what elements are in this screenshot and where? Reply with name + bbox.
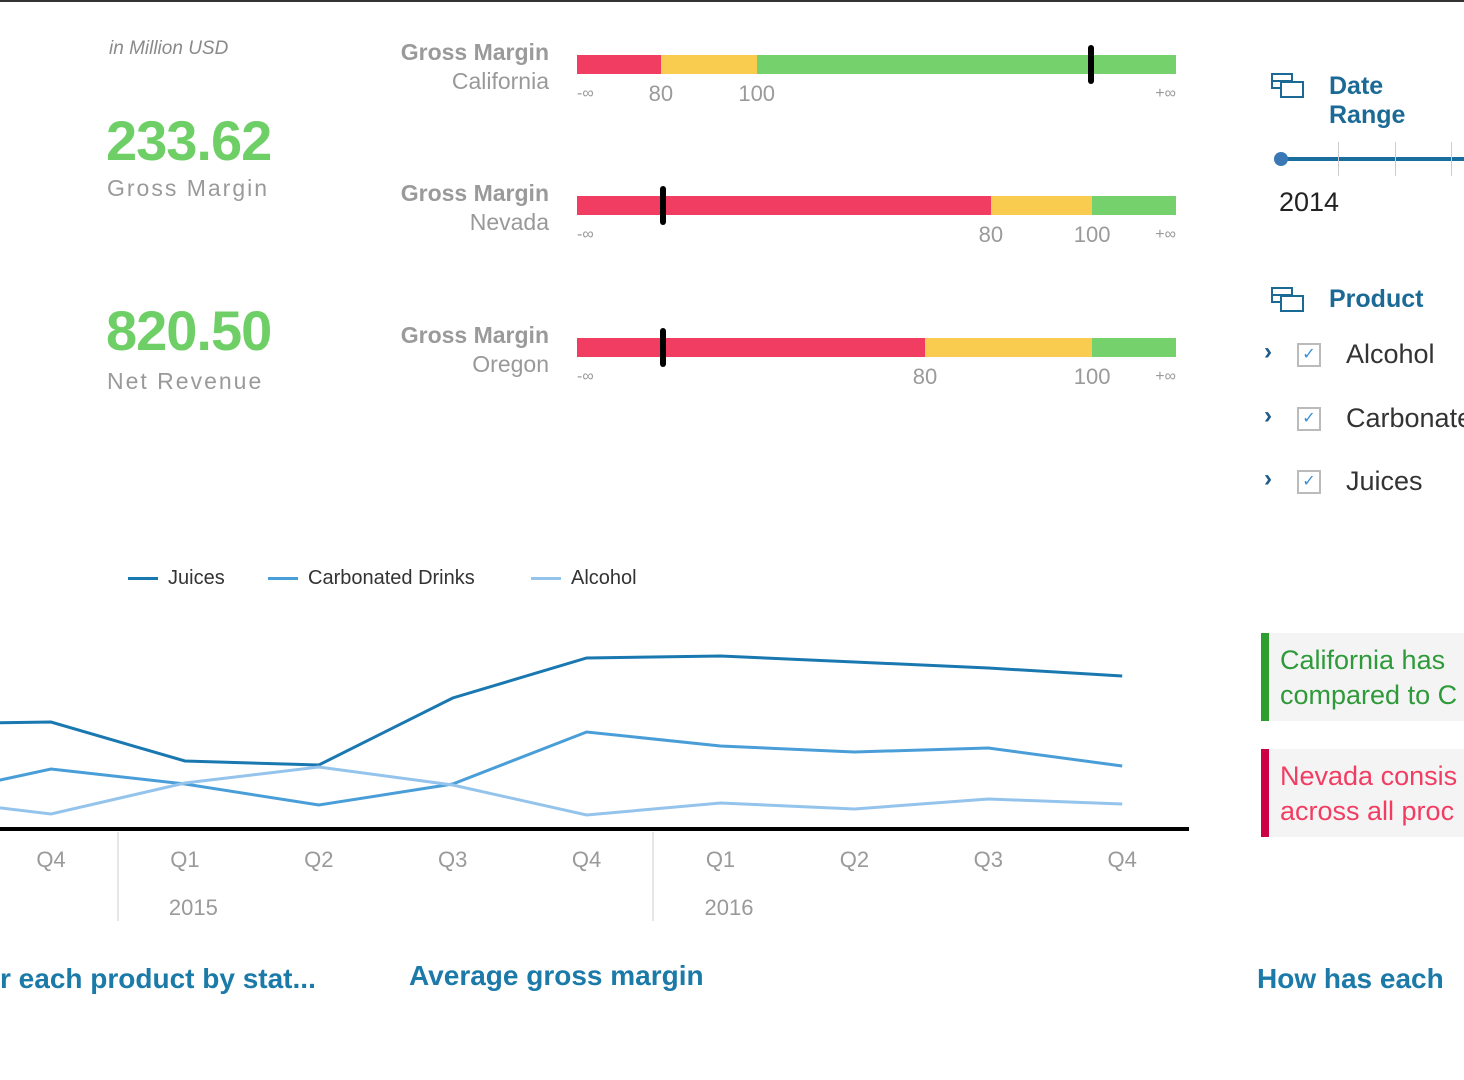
insight-california: California has compared to C: [1261, 633, 1464, 721]
bullet-chart[interactable]: -∞ 80 100 +∞: [577, 328, 1176, 389]
min-label: -∞: [577, 85, 594, 102]
legend-label: Juices: [168, 567, 225, 589]
max-label: +∞: [1155, 85, 1176, 102]
insight-text: Nevada consis: [1280, 761, 1458, 791]
product-filter-title: Product: [1329, 285, 1424, 313]
range-bad: [577, 55, 661, 74]
window-top-border: [0, 0, 1464, 2]
legend-swatch: [128, 577, 158, 581]
chevron-right-icon[interactable]: ›: [1264, 402, 1272, 429]
product-label: Carbonated Drinks: [1346, 403, 1464, 433]
x-tick-label: Q2: [304, 847, 334, 872]
range-bad: [577, 338, 926, 357]
threshold-label: 100: [738, 81, 776, 106]
widget-title[interactable]: How has each: [1257, 963, 1444, 994]
chevron-right-icon[interactable]: ›: [1264, 338, 1272, 365]
legend-item-juices[interactable]: Juices: [128, 567, 225, 590]
max-label: +∞: [1155, 368, 1176, 385]
legend-swatch: [268, 577, 298, 581]
threshold-label: 80: [648, 81, 674, 106]
insight-text: compared to C: [1280, 680, 1458, 710]
bullet-title: Gross Margin California: [0, 38, 549, 96]
line-chart: [0, 654, 1189, 921]
widget-title[interactable]: Average gross margin: [409, 960, 704, 991]
product-item-carbonated-drinks[interactable]: › ✓ Carbonated Drinks: [1264, 402, 1464, 436]
max-label: +∞: [1155, 226, 1176, 243]
legend-swatch: [531, 577, 561, 581]
value-marker: [1087, 45, 1094, 84]
legend-label: Carbonated Drinks: [308, 567, 475, 589]
bullet-measure: Gross Margin: [400, 180, 549, 206]
threshold-label: 100: [1073, 222, 1111, 247]
legend-item-carbonated[interactable]: Carbonated Drinks: [268, 567, 475, 590]
x-tick-label: Q4: [1107, 847, 1137, 872]
value-marker: [660, 328, 667, 367]
bullet-chart[interactable]: -∞ 80 100 +∞: [577, 45, 1176, 106]
slider-handle[interactable]: [1274, 152, 1288, 166]
legend-item-alcohol[interactable]: Alcohol: [531, 567, 637, 590]
range-good: [756, 55, 1176, 74]
net-revenue-value: 820.50: [106, 299, 272, 362]
min-label: -∞: [577, 226, 594, 243]
bullet-title: Gross Margin Nevada: [0, 179, 549, 237]
gross-margin-label: Gross Margin: [107, 175, 270, 201]
insight-accent-bar: [1261, 633, 1269, 721]
checkbox[interactable]: ✓: [1297, 470, 1321, 494]
range-warning: [925, 338, 1093, 357]
range-warning: [990, 196, 1093, 215]
bullet-measure: Gross Margin: [400, 322, 549, 348]
bullet-state: Nevada: [469, 209, 549, 235]
date-range-value: 2014: [1279, 187, 1340, 217]
date-range-title: Date Range: [1329, 72, 1406, 129]
x-year-label: 2016: [704, 895, 754, 920]
x-tick-label: Q3: [973, 847, 1003, 872]
min-label: -∞: [577, 368, 594, 385]
range-warning: [660, 55, 757, 74]
series-line-carbonated-drinks[interactable]: [0, 730, 1123, 807]
x-tick-label: Q2: [839, 847, 870, 872]
legend-label: Alcohol: [571, 567, 637, 589]
value-marker: [660, 186, 667, 225]
date-range-slider[interactable]: [1274, 140, 1464, 180]
x-tick-label: Q1: [170, 847, 200, 872]
bullet-state: California: [451, 68, 549, 94]
unit-label: in Million USD: [109, 38, 229, 59]
insight-text: across all proc: [1280, 796, 1455, 826]
range-good: [1092, 338, 1176, 357]
x-year-label: 2015: [168, 895, 218, 920]
linked-analysis-icon: [1271, 287, 1304, 312]
insight-accent-bar: [1261, 749, 1269, 837]
insight-nevada: Nevada consis across all proc: [1261, 749, 1464, 837]
product-label: Alcohol: [1346, 339, 1435, 369]
x-tick-label: Q1: [705, 847, 736, 872]
linked-analysis-icon: [1271, 73, 1304, 98]
range-good: [1092, 196, 1176, 215]
series-line-alcohol[interactable]: [0, 765, 1123, 817]
product-item-alcohol[interactable]: › ✓ Alcohol: [1264, 338, 1464, 372]
gross-margin-value: 233.62: [106, 109, 272, 172]
series-line-juices[interactable]: [0, 654, 1123, 767]
chevron-right-icon[interactable]: ›: [1264, 465, 1272, 492]
threshold-label: 100: [1073, 364, 1111, 389]
threshold-label: 80: [912, 364, 938, 389]
insight-text: California has: [1280, 645, 1446, 675]
net-revenue-label: Net Revenue: [107, 368, 264, 394]
product-item-juices[interactable]: › ✓ Juices: [1264, 465, 1464, 499]
x-tick-label: Q3: [438, 847, 468, 872]
bullet-title: Gross Margin Oregon: [0, 321, 549, 379]
bullet-state: Oregon: [472, 351, 549, 377]
range-bad: [577, 196, 991, 215]
threshold-label: 80: [978, 222, 1004, 247]
checkbox[interactable]: ✓: [1297, 343, 1321, 367]
product-label: Juices: [1346, 466, 1423, 496]
bullet-chart[interactable]: -∞ 80 100 +∞: [577, 186, 1176, 247]
x-tick-label: Q4: [36, 847, 66, 872]
bullet-measure: Gross Margin: [400, 39, 549, 65]
x-tick-label: Q4: [571, 847, 602, 872]
widget-title[interactable]: r each product by stat...: [0, 963, 316, 994]
checkbox[interactable]: ✓: [1297, 407, 1321, 431]
